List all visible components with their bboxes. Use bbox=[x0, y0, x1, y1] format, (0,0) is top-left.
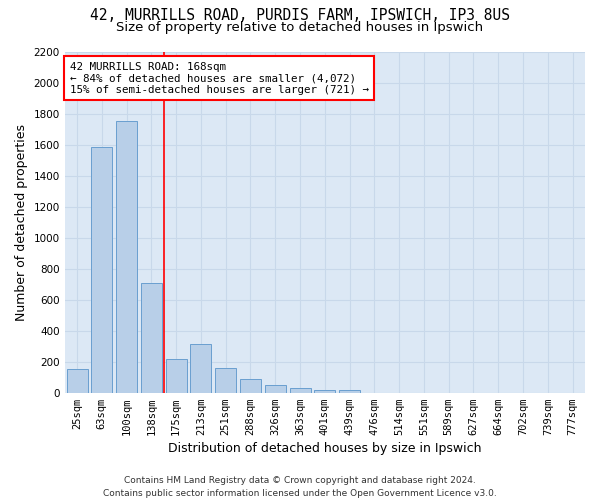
Bar bbox=[240, 379, 261, 392]
Bar bbox=[265, 385, 286, 392]
Bar bbox=[290, 388, 311, 392]
X-axis label: Distribution of detached houses by size in Ipswich: Distribution of detached houses by size … bbox=[168, 442, 482, 455]
Bar bbox=[67, 368, 88, 392]
Bar bbox=[116, 120, 137, 392]
Y-axis label: Number of detached properties: Number of detached properties bbox=[15, 124, 28, 320]
Text: Size of property relative to detached houses in Ipswich: Size of property relative to detached ho… bbox=[116, 21, 484, 34]
Bar bbox=[166, 360, 187, 392]
Bar bbox=[141, 282, 162, 393]
Bar bbox=[339, 390, 360, 392]
Text: 42 MURRILLS ROAD: 168sqm
← 84% of detached houses are smaller (4,072)
15% of sem: 42 MURRILLS ROAD: 168sqm ← 84% of detach… bbox=[70, 62, 369, 95]
Text: Contains HM Land Registry data © Crown copyright and database right 2024.
Contai: Contains HM Land Registry data © Crown c… bbox=[103, 476, 497, 498]
Bar bbox=[314, 390, 335, 392]
Bar bbox=[215, 368, 236, 392]
Bar bbox=[91, 147, 112, 392]
Bar bbox=[190, 344, 211, 393]
Text: 42, MURRILLS ROAD, PURDIS FARM, IPSWICH, IP3 8US: 42, MURRILLS ROAD, PURDIS FARM, IPSWICH,… bbox=[90, 8, 510, 22]
